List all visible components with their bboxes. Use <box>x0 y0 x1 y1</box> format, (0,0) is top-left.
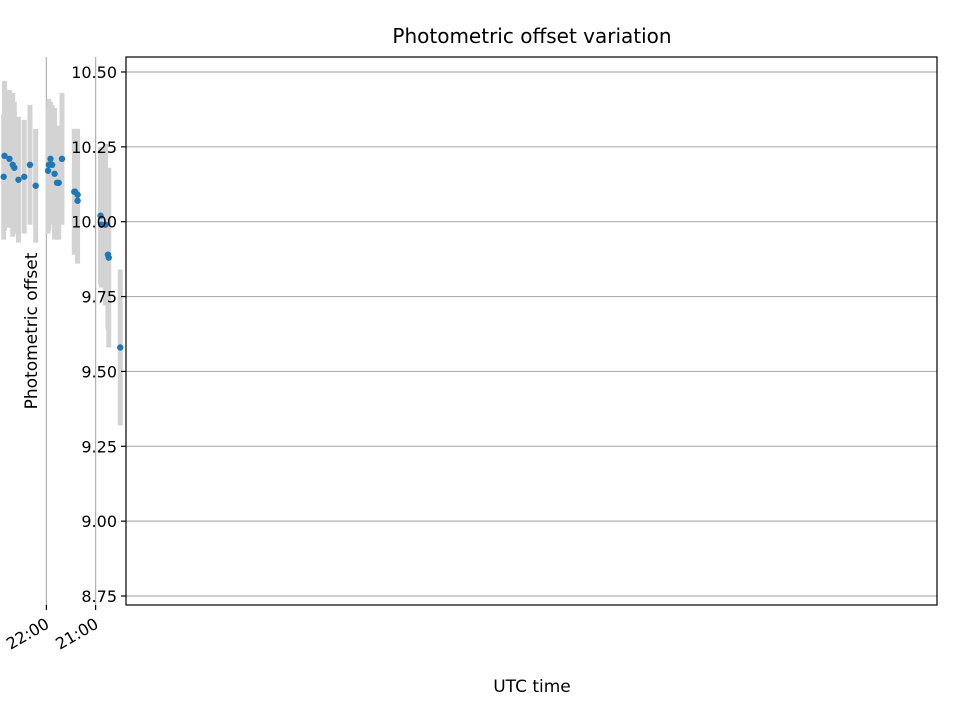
y-tick-label: 10.25 <box>71 138 117 157</box>
y-tick-label: 9.25 <box>81 437 117 456</box>
x-axis-title: UTC time <box>493 677 571 697</box>
data-point <box>53 179 61 186</box>
data-point <box>98 221 105 228</box>
y-tick-label: 10.00 <box>71 213 117 232</box>
x-tick-label: 23:00 <box>0 614 3 654</box>
data-point <box>74 197 81 204</box>
y-tick-label: 10.50 <box>71 63 117 82</box>
y-axis-title: Photometric offset <box>22 252 42 409</box>
data-point <box>45 161 53 169</box>
y-tick-label: 9.00 <box>81 512 117 531</box>
data-point <box>26 161 34 169</box>
y-tick-label: 8.75 <box>81 587 117 606</box>
y-axis: 8.75 9.00 9.25 9.50 9.75 10.00 10.25 10.50 <box>71 63 126 606</box>
plot-frame <box>125 56 938 606</box>
data-point <box>117 344 124 351</box>
data-point <box>9 161 16 169</box>
data-point <box>71 188 78 195</box>
y-tick-label: 9.50 <box>81 362 117 381</box>
data-point <box>6 155 13 163</box>
y-tick-label: 9.75 <box>81 288 117 307</box>
chart-title: Photometric offset variation <box>392 24 671 48</box>
data-point <box>0 173 7 180</box>
x-tick-label: 21:00 <box>52 614 101 654</box>
data-point <box>32 182 39 189</box>
data-point <box>44 167 52 174</box>
data-point <box>47 155 54 163</box>
data-point <box>97 212 104 219</box>
grid <box>45 57 937 605</box>
data-points <box>0 152 124 351</box>
data-point <box>1 152 8 160</box>
data-point <box>15 176 22 183</box>
data-point <box>21 173 28 180</box>
data-point <box>51 170 58 177</box>
x-tick-label: 22:00 <box>3 614 52 654</box>
data-point <box>104 251 112 258</box>
data-point <box>58 155 66 163</box>
